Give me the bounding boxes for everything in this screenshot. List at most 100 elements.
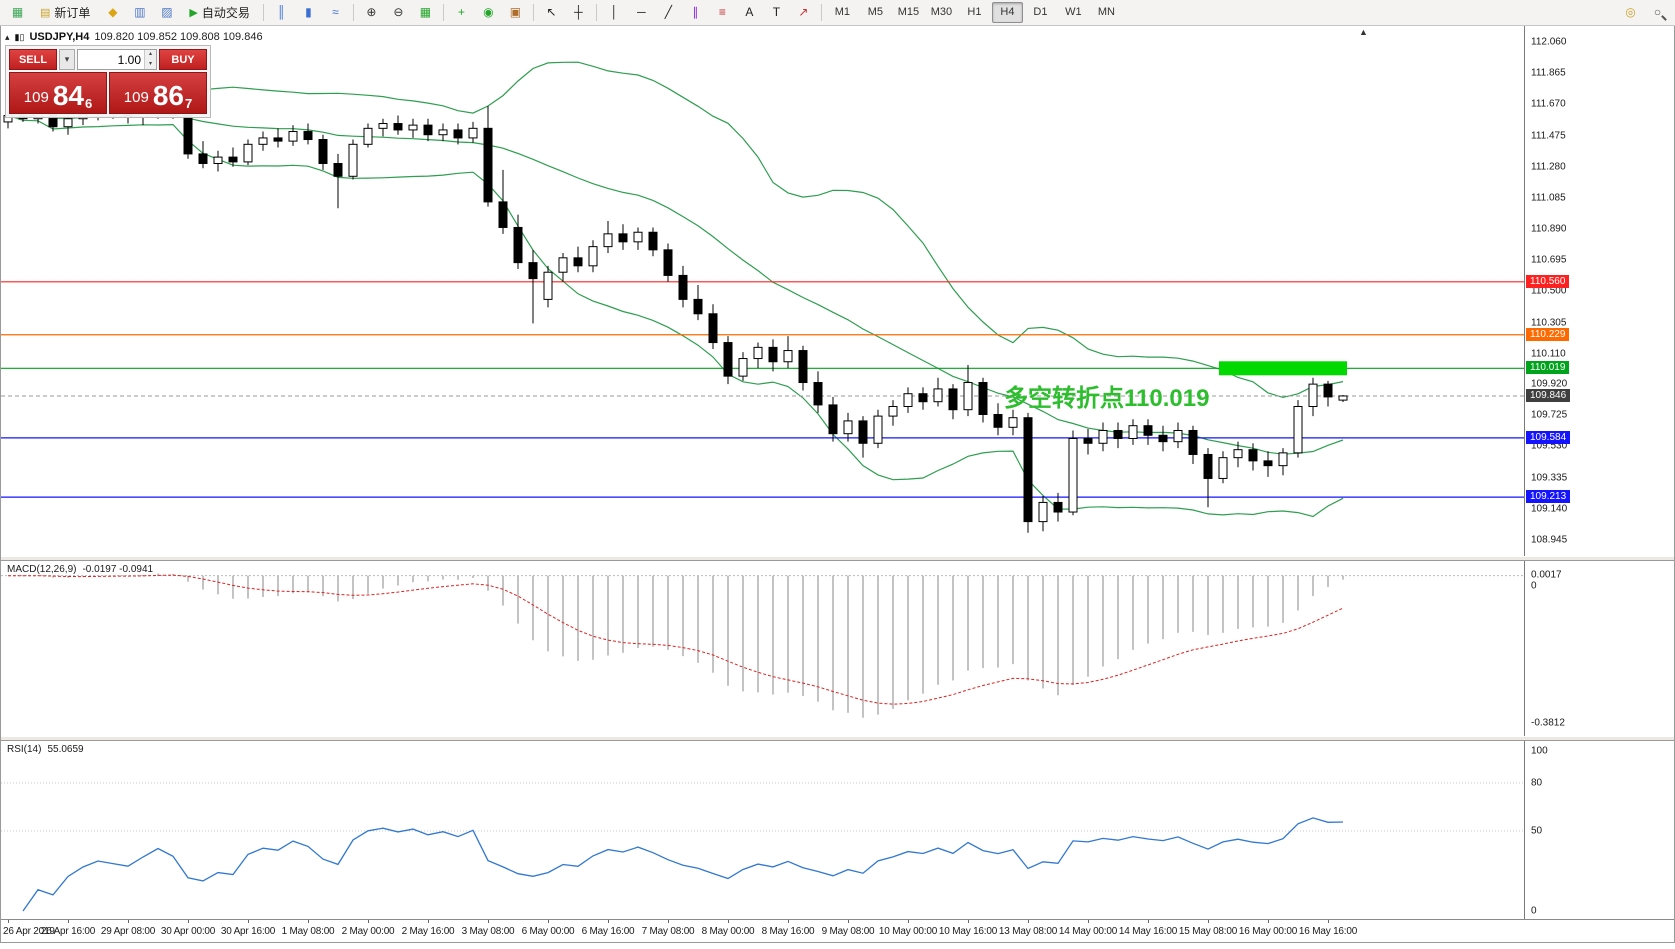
macd-tick-label: 0 — [1531, 580, 1537, 592]
time-axis-label: 13 May 08:00 — [998, 926, 1058, 937]
macd-chart[interactable] — [1, 561, 1527, 736]
price-tick-label: 110.500 — [1531, 285, 1567, 297]
chart-profiles-icon[interactable]: ▥ — [134, 4, 146, 19]
sell-price-button[interactable]: 109 84 6 — [9, 72, 107, 114]
panel-splitter[interactable] — [1, 736, 1674, 741]
macd-histogram — [22, 573, 1344, 718]
macd-name: MACD(12,26,9) — [7, 564, 77, 575]
time-axis-tick — [1028, 920, 1029, 923]
volume-stepper: ▴ ▾ — [77, 49, 157, 70]
time-axis-label: 3 May 08:00 — [461, 926, 515, 937]
price-chart-panel: ▴ ▮▯ USDJPY,H4 109.820 109.852 109.808 1… — [1, 26, 1674, 556]
timeframe-button-m30[interactable]: M30 — [930, 6, 953, 18]
candlestick-chart-icon[interactable]: ▮ — [305, 4, 312, 19]
trendline-icon[interactable]: ╱ — [664, 4, 673, 19]
highlight-rect — [1219, 361, 1347, 376]
bar-chart-icon[interactable]: ║ — [277, 4, 286, 19]
buy-price-button[interactable]: 109 86 7 — [109, 72, 207, 114]
volume-input[interactable] — [78, 50, 144, 69]
timeframe-button-m15[interactable]: M15 — [897, 6, 920, 18]
price-scale[interactable]: 112.060 111.865 111.670 111.475 111.280 111.0… — [1524, 26, 1674, 556]
time-axis-tick — [1148, 920, 1149, 923]
toolbar-separator — [820, 4, 822, 21]
arrows-icon[interactable]: ↗ — [798, 4, 809, 19]
community-icon[interactable]: ◎ — [1625, 4, 1636, 19]
equidistant-channel-icon[interactable]: ∥ — [692, 4, 699, 19]
new-chart-icon[interactable]: ◆ — [108, 4, 118, 19]
scroll-up-icon[interactable]: ▲ — [1359, 27, 1368, 37]
price-tick-label: 109.335 — [1531, 472, 1568, 484]
timeframe-button-m5[interactable]: M5 — [867, 6, 884, 18]
timeframe-button-m1[interactable]: M1 — [834, 6, 851, 18]
volume-up-icon[interactable]: ▴ — [145, 50, 156, 60]
macd-values: -0.0197 -0.0941 — [82, 564, 154, 575]
panel-splitter[interactable] — [1, 556, 1674, 561]
price-tick-label: 108.945 — [1531, 534, 1568, 546]
time-axis-tick — [1208, 920, 1209, 923]
indicators-icon[interactable]: + — [457, 4, 465, 19]
rsi-line — [22, 817, 1344, 912]
rsi-tick-label: 50 — [1531, 825, 1543, 837]
time-axis-label: 26 Apr 2019 — [3, 926, 55, 937]
cursor-icon[interactable]: ↖ — [546, 4, 557, 19]
sell-button[interactable]: SELL — [9, 49, 57, 70]
time-axis-label: 6 May 16:00 — [581, 926, 635, 937]
chart-type-icon: ▮▯ — [14, 31, 25, 42]
app-icon[interactable]: ▦ — [11, 4, 24, 19]
buy-button[interactable]: BUY — [159, 49, 207, 70]
ask-fraction: 7 — [184, 96, 193, 111]
zoom-in-icon[interactable]: ⊕ — [366, 4, 377, 19]
rsi-value: 55.0659 — [47, 744, 84, 755]
vertical-line-icon[interactable]: │ — [610, 4, 619, 19]
time-axis-label: 2 May 16:00 — [401, 926, 455, 937]
time-axis-label: 15 May 08:00 — [1178, 926, 1238, 937]
time-axis-tick — [8, 920, 9, 923]
time-axis[interactable]: 26 Apr 2019 26 Apr 16:00 29 Apr 08:00 30 Ap… — [1, 919, 1674, 942]
one-click-collapse-icon[interactable]: ▴ — [5, 31, 10, 42]
macd-tick-label: 0.0017 — [1531, 569, 1562, 581]
crosshair-icon[interactable]: ┼ — [574, 4, 583, 19]
fibonacci-icon[interactable]: ≡ — [718, 4, 726, 19]
candlestick-chart[interactable] — [1, 26, 1527, 556]
time-axis-tick — [428, 920, 429, 923]
ohlc-values: 109.820 109.852 109.808 109.846 — [94, 31, 263, 43]
text-icon[interactable]: A — [745, 4, 754, 19]
time-axis-tick — [368, 920, 369, 923]
timeframe-button-d1[interactable]: D1 — [1033, 6, 1048, 18]
time-axis-tick — [548, 920, 549, 923]
text-label-icon[interactable]: T — [772, 4, 781, 19]
search-icon[interactable]: ○ — [1645, 2, 1670, 24]
time-axis-tick — [668, 920, 669, 923]
horizontal-line-icon[interactable]: ─ — [637, 4, 646, 19]
market-watch-icon[interactable]: ▨ — [161, 4, 173, 19]
line-chart-icon[interactable]: ≈ — [332, 4, 339, 19]
templates-icon[interactable]: ▣ — [509, 4, 522, 19]
volume-spin: ▴ ▾ — [144, 50, 156, 69]
time-axis-label: 30 Apr 16:00 — [220, 926, 276, 937]
price-tick-label: 109.140 — [1531, 503, 1568, 515]
toolbar-separator — [442, 4, 444, 21]
time-axis-tick — [608, 920, 609, 923]
rsi-scale[interactable]: 100 80 50 0 — [1524, 741, 1674, 919]
zoom-out-icon[interactable]: ⊖ — [393, 4, 404, 19]
macd-scale[interactable]: 0.0017 0 -0.3812 — [1524, 561, 1674, 736]
price-tick-label: 112.060 — [1531, 36, 1567, 48]
new-order-button[interactable]: ▤ 新订单 — [32, 2, 98, 24]
periods-icon[interactable]: ◉ — [483, 4, 494, 19]
timeframe-button-h1[interactable]: H1 — [967, 6, 982, 18]
new-order-button-label: 新订单 — [54, 6, 91, 20]
ask-prefix: 109 — [123, 89, 149, 106]
autotrading-button-label: 自动交易 — [201, 6, 250, 20]
rsi-tick-label: 80 — [1531, 777, 1543, 789]
timeframe-button-h4[interactable]: H4 — [991, 2, 1023, 23]
volume-down-icon[interactable]: ▾ — [145, 59, 156, 69]
tile-windows-icon[interactable]: ▦ — [419, 4, 432, 19]
timeframe-button-w1[interactable]: W1 — [1065, 6, 1082, 18]
price-level-badge: 109.213 — [1526, 490, 1571, 504]
timeframe-button-mn[interactable]: MN — [1097, 6, 1115, 18]
volume-dropdown-icon[interactable]: ▾ — [59, 49, 75, 70]
time-axis-tick — [728, 920, 729, 923]
autotrading-button[interactable]: ▶ 自动交易 — [181, 2, 257, 24]
rsi-chart[interactable] — [1, 741, 1527, 919]
autotrading-icon: ▶ — [189, 7, 198, 19]
